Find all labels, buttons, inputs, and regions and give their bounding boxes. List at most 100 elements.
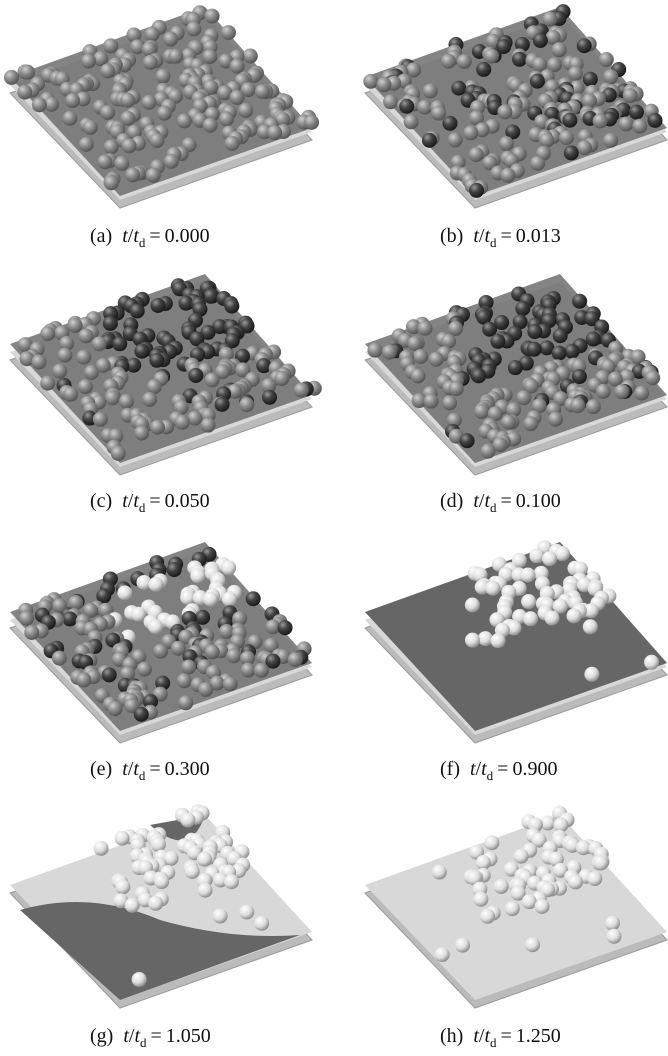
sphere (255, 84, 270, 99)
sphere (243, 49, 258, 64)
panel-label: (c) (90, 490, 112, 512)
sphere (530, 156, 545, 171)
sphere (572, 294, 587, 309)
sphere (562, 113, 577, 128)
subscript: d (140, 1035, 147, 1050)
panel-label: (b) (440, 225, 463, 247)
panel-label: (g) (90, 1025, 113, 1047)
panel-image (10, 804, 312, 1008)
sphere (115, 879, 130, 894)
sphere (142, 392, 157, 407)
sphere (418, 321, 433, 336)
sphere (150, 420, 165, 435)
sphere (583, 619, 598, 634)
sphere (520, 567, 535, 582)
sphere (177, 113, 192, 128)
sphere (114, 156, 129, 171)
panel-value: 1.050 (166, 1025, 211, 1047)
sphere (175, 415, 190, 430)
sphere (76, 350, 91, 365)
sphere (134, 344, 149, 359)
sphere (605, 916, 620, 931)
sphere (20, 65, 35, 80)
sphere (523, 611, 538, 626)
sphere (525, 937, 540, 952)
sphere (304, 115, 319, 130)
sphere (382, 345, 397, 360)
sphere (435, 947, 450, 962)
panel-caption: (h)t/td=1.250 (440, 1025, 561, 1051)
sphere (205, 644, 220, 659)
sphere (460, 433, 475, 448)
operator: = (497, 758, 508, 780)
sphere (548, 412, 563, 427)
sphere (167, 562, 182, 577)
sphere (205, 9, 220, 24)
sphere (105, 390, 120, 405)
sphere (117, 585, 132, 600)
sphere (619, 117, 634, 132)
sphere (407, 336, 422, 351)
panel-label: (f) (440, 758, 460, 780)
sphere (593, 855, 608, 870)
sphere (294, 383, 309, 398)
sphere (491, 633, 506, 648)
sphere (224, 874, 239, 889)
panel-caption: (g)t/td=1.050 (90, 1025, 211, 1051)
sphere (230, 59, 245, 74)
sphere (441, 54, 456, 69)
sphere (471, 368, 486, 383)
sphere (474, 404, 489, 419)
sphere (632, 119, 647, 134)
sphere (254, 916, 269, 931)
sphere (164, 154, 179, 169)
sphere (94, 841, 109, 856)
sphere (180, 813, 195, 828)
panel-label: (d) (440, 490, 463, 512)
sphere (559, 130, 574, 145)
panel-value: 0.050 (165, 490, 210, 512)
panel-label: (e) (90, 758, 112, 780)
sphere (527, 342, 542, 357)
sphere (197, 852, 212, 867)
sphere (4, 70, 19, 85)
sphere (68, 318, 83, 333)
sphere (568, 66, 583, 81)
sphere (457, 54, 472, 69)
sphere (262, 390, 277, 405)
sphere (32, 97, 47, 112)
sphere (78, 328, 93, 343)
sphere (151, 837, 166, 852)
sphere (134, 426, 149, 441)
sphere (448, 132, 463, 147)
sphere (17, 85, 32, 100)
sphere (148, 619, 163, 634)
sphere (100, 63, 115, 78)
sphere (516, 390, 531, 405)
panel-value: 0.100 (516, 490, 561, 512)
figure: (a)t/td=0.000(b)t/td=0.013(c)t/td=0.050(… (0, 0, 668, 1056)
sphere (278, 620, 293, 635)
sphere (97, 154, 112, 169)
sphere (149, 133, 164, 148)
sphere (93, 412, 108, 427)
sphere (241, 663, 256, 678)
sphere (586, 332, 601, 347)
sphere (112, 336, 127, 351)
sphere (122, 138, 137, 153)
sphere (108, 701, 123, 716)
sphere (593, 114, 608, 129)
sphere (404, 114, 419, 129)
sphere (552, 42, 567, 57)
sphere (224, 299, 239, 314)
panel-caption: (f)t/td=0.900 (440, 758, 557, 784)
sphere (119, 394, 134, 409)
sphere (104, 175, 119, 190)
sphere (422, 133, 437, 148)
sphere (84, 365, 99, 380)
panel-image (365, 274, 667, 475)
sphere (577, 140, 592, 155)
sphere (432, 865, 447, 880)
panel-image (4, 5, 319, 208)
sphere (213, 909, 228, 924)
